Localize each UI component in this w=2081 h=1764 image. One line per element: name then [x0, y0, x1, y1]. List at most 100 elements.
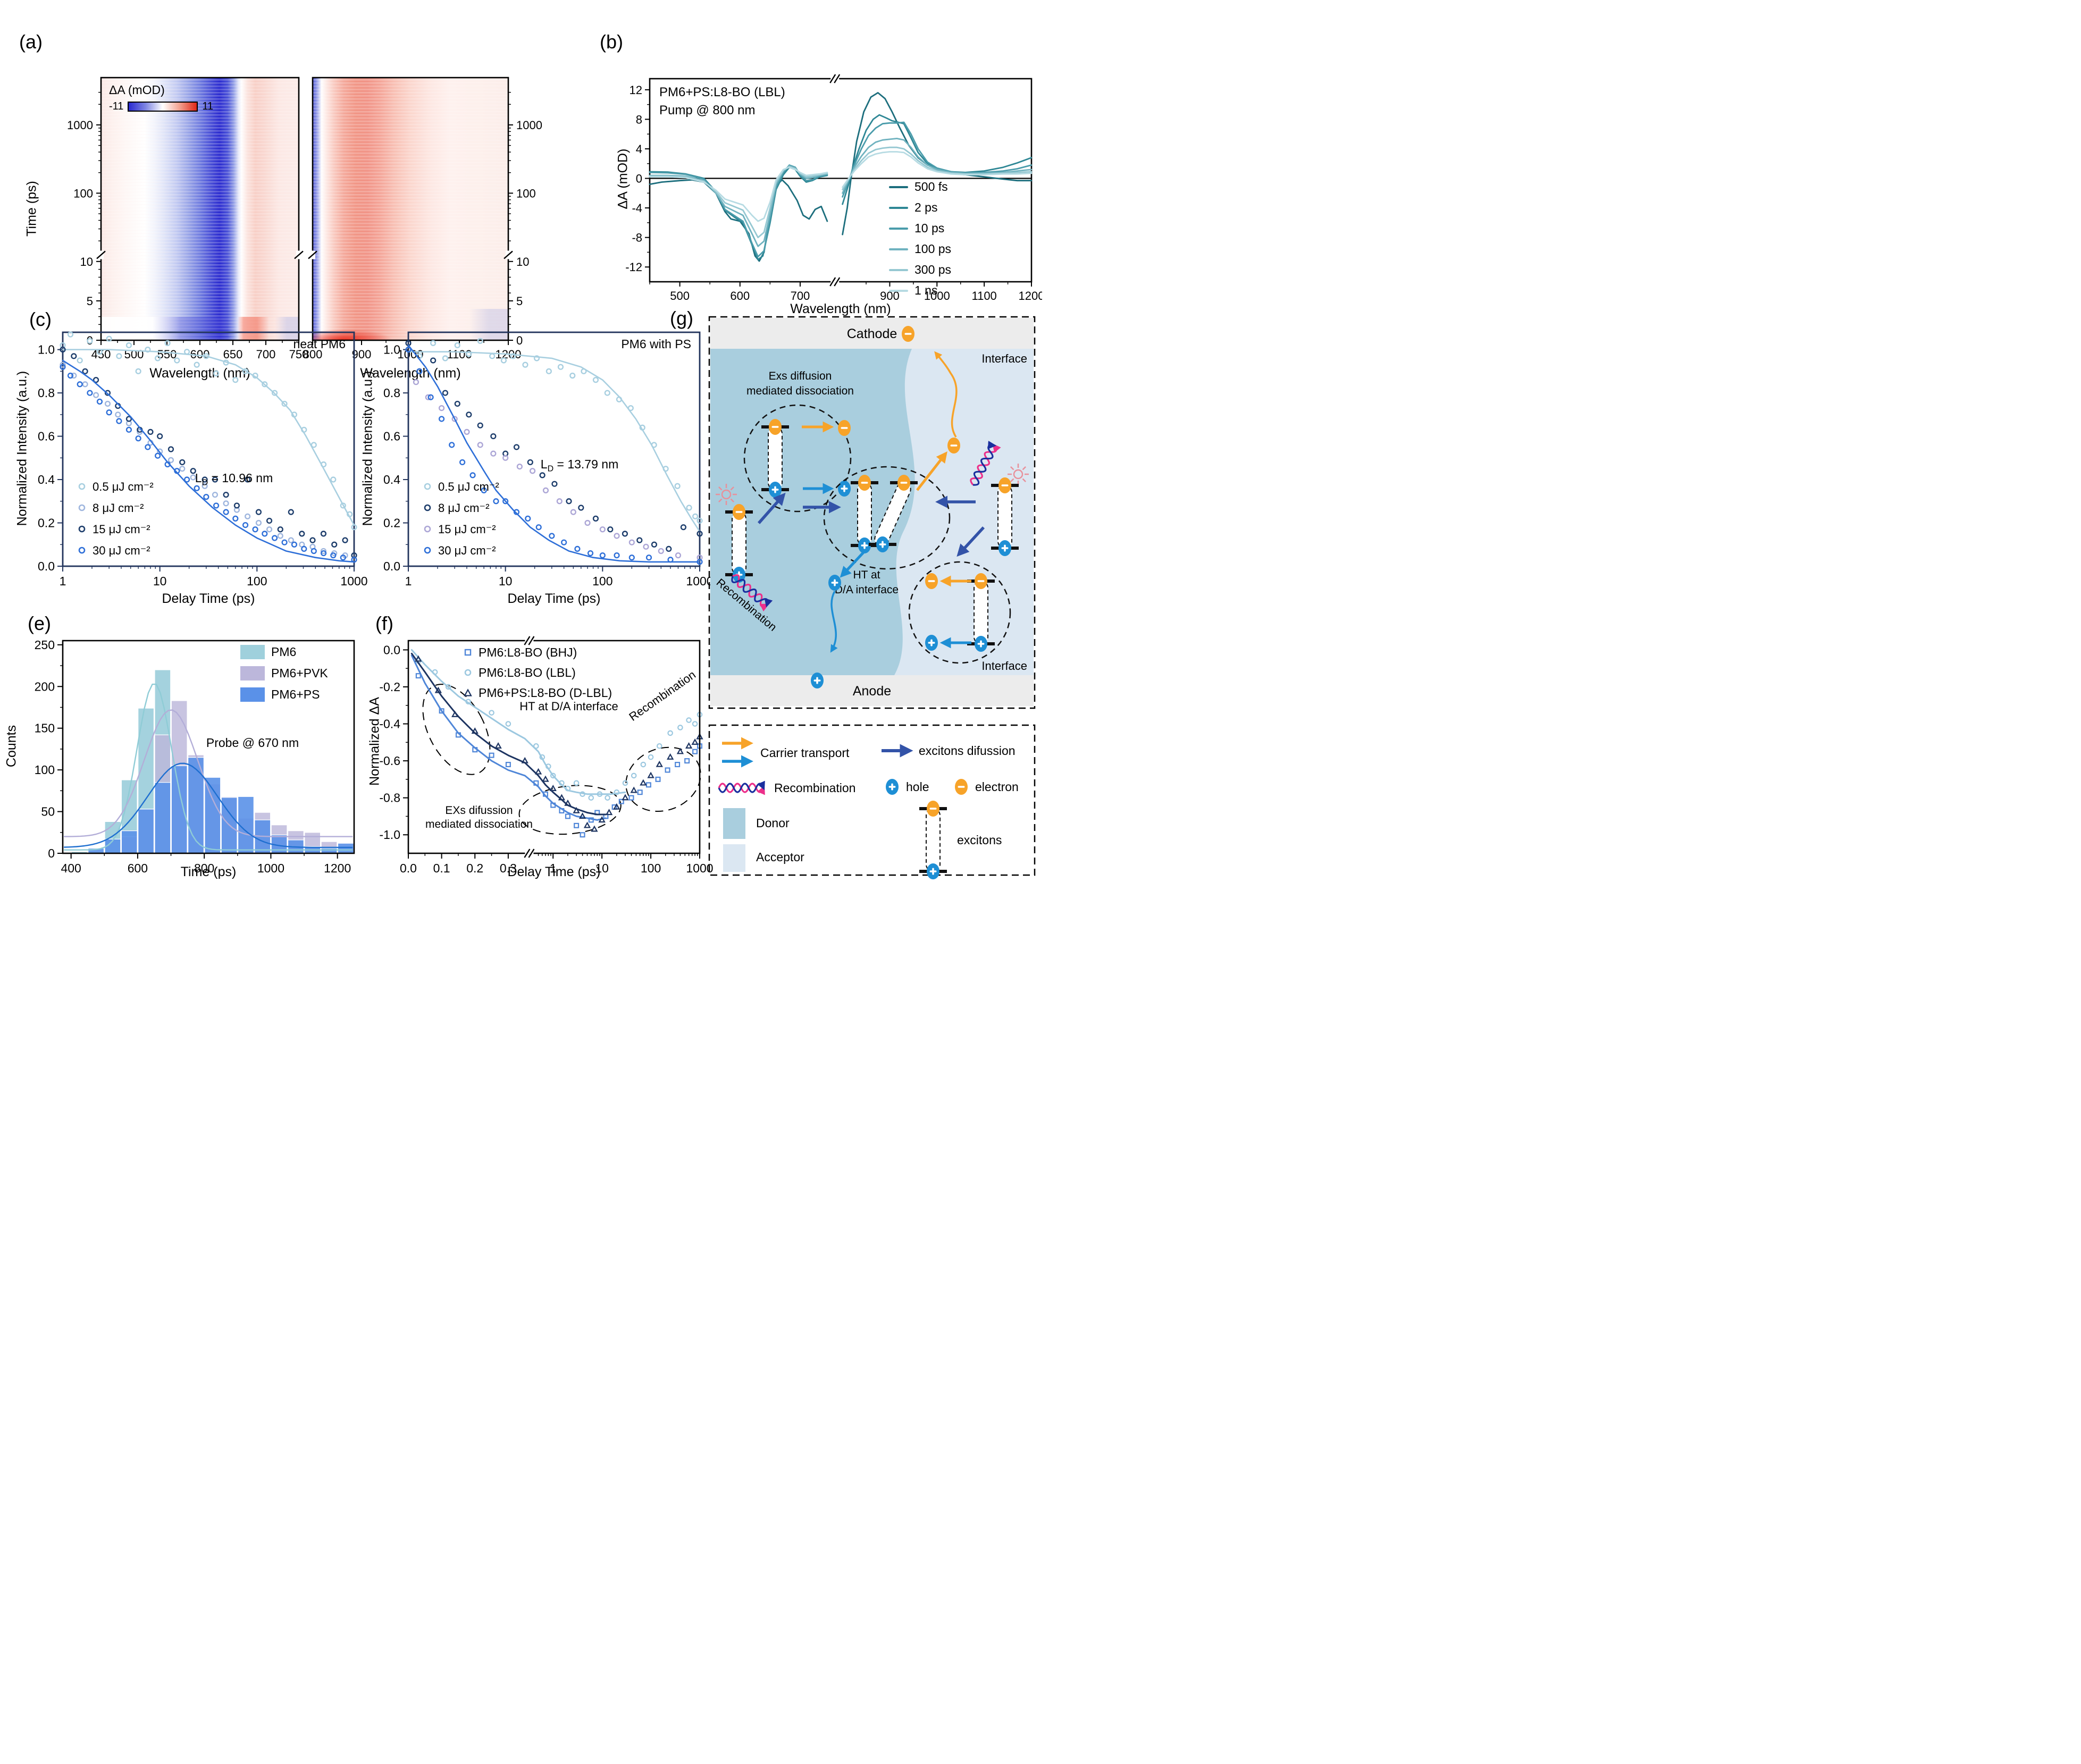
- hole-transfer-arrow: [840, 550, 866, 578]
- svg-text:0.6: 0.6: [38, 430, 55, 443]
- svg-text:600: 600: [128, 861, 148, 875]
- series-15 μJ cm⁻²: [413, 379, 703, 561]
- heatmap-nir-region: [313, 78, 508, 340]
- legend-circle-marker: [78, 523, 86, 536]
- legend-item: 2 ps: [889, 197, 951, 218]
- legend-item: 8 μJ cm⁻²: [423, 498, 499, 519]
- svg-text:100: 100: [516, 187, 536, 200]
- figure: (a) (b) (c) (d) (e) (f) (g) 450500550600…: [0, 0, 1042, 883]
- svg-text:1200: 1200: [324, 861, 351, 875]
- dissociation-circle-right: [908, 561, 1011, 664]
- legend-line-marker: [889, 227, 908, 230]
- legend-item: PM6:L8-BO (BHJ): [464, 642, 612, 662]
- svg-text:1: 1: [550, 861, 557, 875]
- legend-circle-marker: [423, 523, 432, 536]
- series-100 ps: [649, 138, 1033, 247]
- svg-text:250: 250: [35, 638, 55, 652]
- panel-label-c: (c): [29, 308, 52, 330]
- hole-icon: [811, 673, 824, 688]
- b-sample-label: PM6+PS:L8-BO (LBL): [659, 85, 785, 99]
- legend-item: 10 ps: [889, 218, 951, 239]
- recombination-legend-label: Recombination: [774, 781, 855, 795]
- legend-item: 15 μJ cm⁻²: [78, 519, 154, 540]
- f-legend: PM6:L8-BO (BHJ) PM6:L8-BO (LBL) PM6+PS:L8-…: [464, 642, 612, 703]
- heatmap-visible-region: [101, 78, 299, 340]
- diagram-legend: Carrier transport excitons difussion Rec…: [708, 724, 1036, 879]
- svg-text:900: 900: [352, 348, 372, 361]
- excitons-label: excitons: [957, 833, 1002, 847]
- morphology-diagram: Cathode Interface Anode Interface Exs di…: [708, 316, 1036, 709]
- svg-text:-0.6: -0.6: [379, 754, 400, 768]
- recombination-icon: [719, 784, 763, 792]
- axes: 400 600 800 1000 1200 0 50 100 150 200 250: [35, 638, 355, 875]
- series-30 μJ cm⁻²: [405, 345, 703, 565]
- svg-text:-4: -4: [632, 201, 642, 215]
- colorbar-label: ΔA (mOD): [109, 83, 165, 97]
- colorbar-gradient: [128, 102, 198, 112]
- svg-text:1000: 1000: [67, 119, 93, 132]
- f-ht-annotation: HT at D/A interface: [519, 700, 618, 713]
- d-annotation: PM6 with PS: [621, 337, 691, 351]
- svg-text:0.3: 0.3: [500, 861, 517, 875]
- svg-text:8: 8: [636, 113, 642, 126]
- legend-circle-marker: [78, 480, 86, 494]
- svg-text:10: 10: [595, 861, 609, 875]
- carrier-transport-label: Carrier transport: [760, 746, 850, 760]
- panel-label-e: (e): [28, 612, 51, 634]
- legend-label: PM6+PS: [271, 687, 320, 701]
- svg-text:5: 5: [516, 295, 523, 308]
- exciton-glyph: [919, 801, 947, 879]
- legend-item: PM6+PS:L8-BO (D-LBL): [464, 683, 612, 703]
- svg-text:0: 0: [87, 334, 93, 347]
- panel-label-b: (b): [600, 31, 623, 53]
- series-15 μJ cm⁻²: [60, 346, 357, 559]
- svg-text:100: 100: [641, 861, 661, 875]
- f-exs-annotation: EXs difussion mediated dissociation: [425, 804, 533, 831]
- excitons-diffusion-label: excitons difussion: [919, 744, 1016, 758]
- c-diffusion-length: LD = 10.96 nm: [195, 471, 273, 488]
- svg-text:0.2: 0.2: [466, 861, 483, 875]
- electron-icon: [925, 573, 938, 589]
- svg-text:700: 700: [256, 348, 276, 361]
- series-8 μJ cm⁻²: [60, 362, 357, 559]
- legend-circle-marker: [423, 480, 432, 494]
- svg-text:0.0: 0.0: [38, 559, 55, 573]
- hole-to-anode-path: [830, 591, 838, 653]
- svg-text:0.8: 0.8: [383, 386, 400, 400]
- svg-text:0.0: 0.0: [400, 861, 417, 875]
- svg-text:0.4: 0.4: [383, 473, 400, 486]
- legend-item: 8 μJ cm⁻²: [78, 498, 154, 519]
- a2-x-axis-label: Wavelength (nm): [360, 366, 461, 381]
- ht-label-1: HT at: [853, 569, 880, 581]
- annotation-ellipses: [422, 684, 701, 835]
- d-legend: 0.5 μJ cm⁻² 8 μJ cm⁻² 15 μJ cm⁻² 30 μJ cm⁻²: [423, 476, 499, 561]
- svg-text:1.0: 1.0: [383, 343, 400, 357]
- e-y-axis-label: Counts: [4, 725, 19, 768]
- svg-text:1000: 1000: [340, 574, 367, 588]
- ht-label-2: D/A interface: [835, 584, 899, 596]
- svg-text:-0.8: -0.8: [379, 791, 400, 805]
- b-y-axis-label: ΔA (mOD): [615, 148, 631, 209]
- svg-text:1100: 1100: [447, 348, 472, 361]
- legend-item: 0.5 μJ cm⁻²: [423, 476, 499, 498]
- svg-text:0.6: 0.6: [383, 430, 400, 443]
- svg-text:400: 400: [61, 861, 81, 875]
- svg-text:10: 10: [499, 574, 513, 588]
- legend-item: PM6: [240, 641, 328, 662]
- electron-icon: [897, 475, 910, 491]
- svg-text:0: 0: [48, 846, 55, 860]
- series-300 ps: [649, 146, 1033, 239]
- legend-label: PM6: [271, 644, 297, 659]
- svg-text:100: 100: [592, 574, 612, 588]
- anode-label: Anode: [853, 684, 891, 699]
- legend-item: 1 ns: [889, 280, 951, 301]
- legend-item: 30 μJ cm⁻²: [78, 540, 154, 561]
- svg-text:-12: -12: [625, 261, 642, 274]
- svg-text:500: 500: [670, 289, 690, 303]
- legend-item: 100 ps: [889, 239, 951, 259]
- svg-text:750: 750: [289, 348, 309, 361]
